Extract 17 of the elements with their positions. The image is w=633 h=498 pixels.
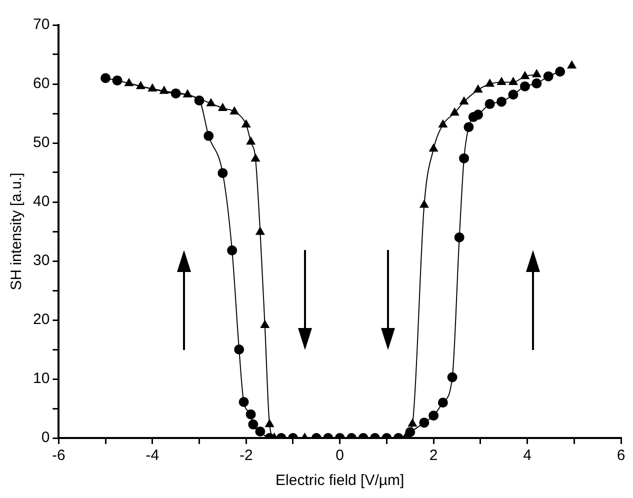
y-tick-label: 0 bbox=[41, 429, 50, 446]
y-tick-label: 40 bbox=[32, 193, 50, 210]
x-tick-label: -4 bbox=[146, 447, 160, 464]
x-tick-label: 6 bbox=[616, 447, 626, 464]
x-axis-title: Electric field [V/µm] bbox=[276, 472, 404, 490]
y-tick-label: 60 bbox=[32, 75, 50, 92]
y-tick-label: 30 bbox=[32, 252, 50, 270]
x-tick-label: 0 bbox=[336, 447, 344, 464]
y-tick-label: 50 bbox=[32, 134, 50, 152]
x-tick-label: -2 bbox=[239, 447, 253, 464]
y-tick-label: 70 bbox=[32, 16, 50, 34]
y-tick-label: 20 bbox=[32, 311, 50, 328]
y-axis-title: SH intensity [a.u.] bbox=[8, 172, 26, 290]
x-tick-label: 4 bbox=[523, 447, 532, 464]
x-tick-label: 2 bbox=[429, 447, 438, 464]
x-tick-label: -6 bbox=[52, 447, 66, 464]
y-tick-label: 10 bbox=[32, 370, 50, 388]
